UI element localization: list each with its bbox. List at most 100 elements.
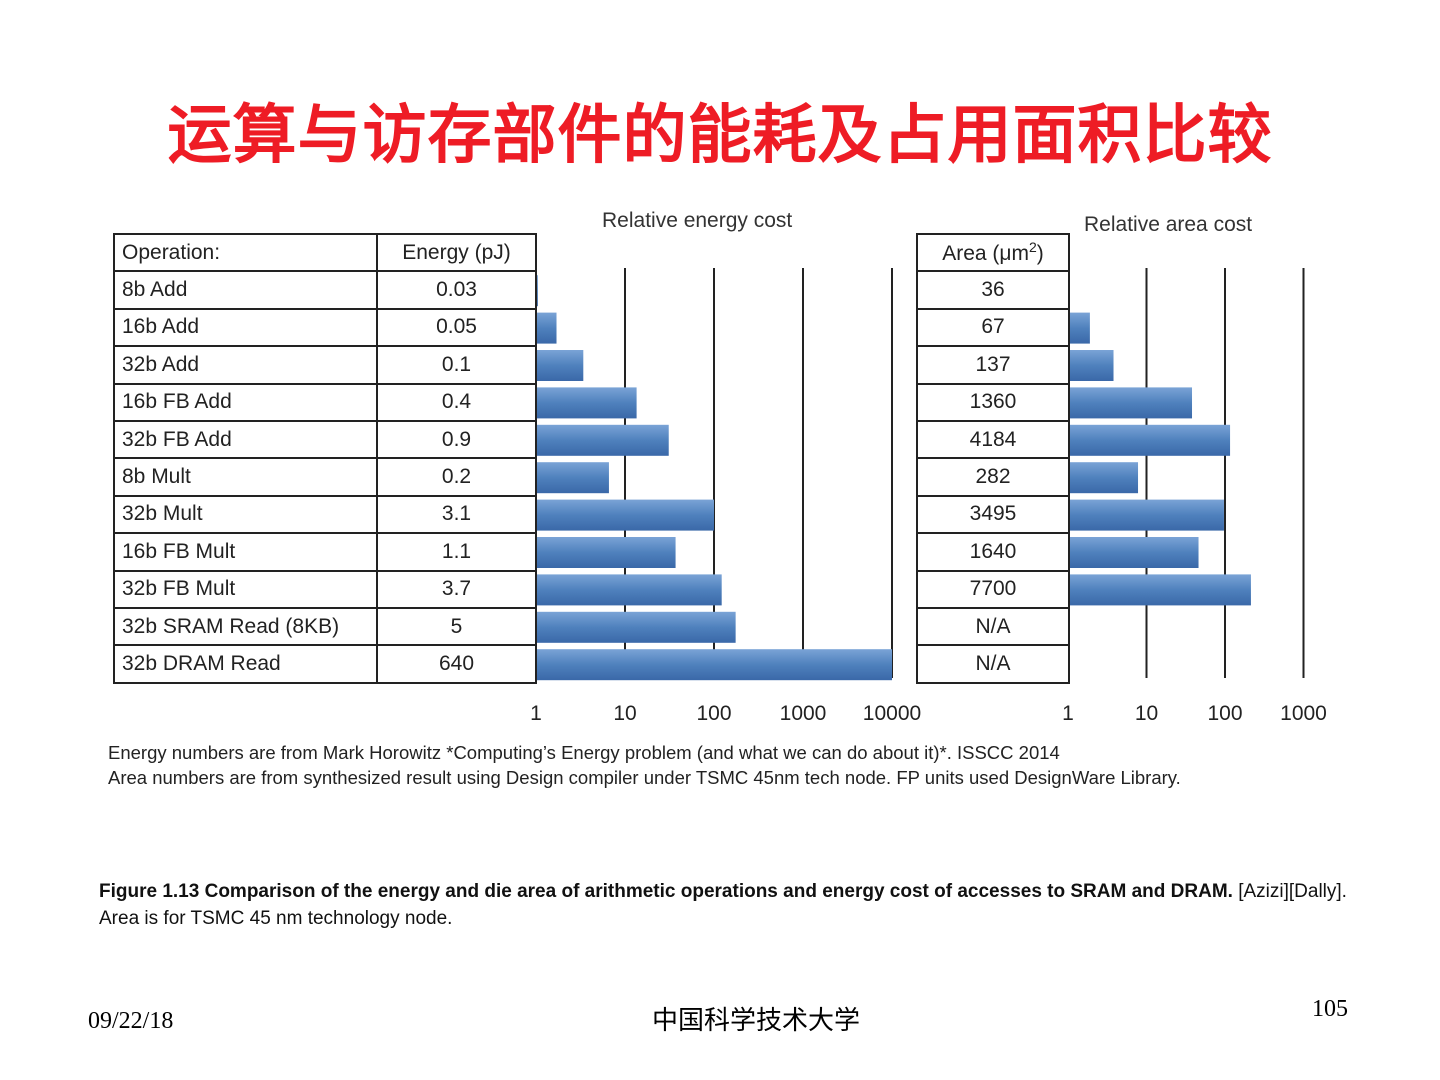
area-tick-label: 100 [1207, 702, 1242, 725]
energy-bar [536, 649, 892, 681]
energy-cell: 5 [376, 606, 537, 647]
energy-bar [536, 275, 538, 307]
area-tick-label: 1 [1062, 702, 1074, 725]
area-cell: 4184 [916, 419, 1070, 460]
energy-bar [536, 611, 736, 643]
operation-cell: 16b FB Mult [113, 532, 378, 572]
area-chart: 1 10 100 1000 [1062, 268, 1327, 725]
table-row: 1360 [916, 382, 1070, 422]
energy-bar [536, 537, 676, 568]
table-row: N/A [916, 644, 1070, 684]
area-bar [1068, 350, 1114, 381]
caption-normal: [Azizi][Dally]. Area is for TSMC 45 nm t… [99, 881, 1347, 929]
operation-cell: 32b FB Mult [113, 569, 378, 609]
area-bar [1068, 537, 1199, 568]
table-row: 32b FB Add 0.9 [113, 419, 537, 460]
area-bar [1068, 312, 1090, 344]
area-bar [1068, 499, 1224, 531]
energy-source-note: Energy numbers are from Mark Horowitz *C… [108, 742, 1060, 763]
area-header: Area (μm2) [916, 232, 1070, 273]
area-bar [1068, 424, 1231, 456]
table-row: 8b Add 0.03 [113, 270, 537, 310]
energy-bar [536, 350, 584, 381]
operation-cell: 32b DRAM Read [113, 644, 378, 684]
table-row: 4184 [916, 419, 1070, 460]
operation-cell: 32b Mult [113, 494, 378, 535]
area-source-note: Area numbers are from synthesized result… [108, 767, 1181, 788]
operation-cell: 32b FB Add [113, 419, 378, 460]
table-row: 32b SRAM Read (8KB) 5 [113, 606, 537, 647]
energy-cell: 0.9 [376, 419, 537, 460]
table-row: 32b Add 0.1 [113, 345, 537, 385]
table-row: N/A [916, 606, 1070, 647]
table-row: 32b Mult 3.1 [113, 494, 537, 535]
table-row: 16b Add 0.05 [113, 307, 537, 348]
energy-bar [536, 574, 722, 606]
operation-cell: 8b Mult [113, 457, 378, 497]
energy-bar [536, 424, 669, 456]
table-row: 16b FB Add 0.4 [113, 382, 537, 422]
energy-cell: 1.1 [376, 532, 537, 572]
area-cell: 36 [916, 270, 1070, 310]
energy-cell: 640 [376, 644, 537, 684]
energy-bar [536, 312, 557, 344]
operation-cell: 32b SRAM Read (8KB) [113, 606, 378, 647]
area-cell: 67 [916, 307, 1070, 348]
energy-tick-label: 10 [613, 702, 636, 725]
operation-cell: 8b Add [113, 270, 378, 310]
area-cell: 282 [916, 457, 1070, 497]
area-bar [1068, 387, 1193, 419]
energy-header: Energy (pJ) [376, 232, 537, 273]
table-row: 1640 [916, 532, 1070, 572]
energy-cell: 0.03 [376, 270, 537, 310]
energy-cell: 3.1 [376, 494, 537, 535]
energy-tick-label: 1000 [780, 702, 827, 725]
energy-tick-label: 100 [696, 702, 731, 725]
energy-cell: 0.4 [376, 382, 537, 422]
caption-bold: Figure 1.13 Comparison of the energy and… [99, 881, 1233, 902]
area-cell: 3495 [916, 494, 1070, 535]
area-table: Area (μm2) 36 67 137 1360 4184 282 3495 1640 770… [916, 232, 1070, 684]
table-row: 8b Mult 0.2 [113, 457, 537, 497]
table-row: 3495 [916, 494, 1070, 535]
energy-tick-label: 1 [530, 702, 542, 725]
page-number: 105 [1312, 996, 1348, 1022]
energy-chart: 1 10 100 1000 10000 [530, 268, 921, 725]
area-cell: 1640 [916, 532, 1070, 572]
energy-tick-label: 10000 [863, 702, 921, 725]
table-row: 32b DRAM Read 640 [113, 644, 537, 684]
operation-cell: 16b Add [113, 307, 378, 348]
table-row: 7700 [916, 569, 1070, 609]
table-row: 16b FB Mult 1.1 [113, 532, 537, 572]
operation-cell: 16b FB Add [113, 382, 378, 422]
area-bar [1068, 574, 1251, 606]
energy-bar [536, 462, 609, 494]
area-chart-title: Relative area cost [1084, 213, 1253, 236]
table-row: 36 [916, 270, 1070, 310]
table-row: 67 [916, 307, 1070, 348]
energy-chart-title: Relative energy cost [602, 209, 793, 232]
area-tick-label: 1000 [1280, 702, 1327, 725]
energy-cell: 0.2 [376, 457, 537, 497]
energy-table: Operation: Energy (pJ) 8b Add 0.03 16b Add… [113, 232, 537, 684]
energy-bar [536, 499, 714, 531]
operation-header: Operation: [113, 232, 378, 273]
table-row: 32b FB Mult 3.7 [113, 569, 537, 609]
slide-title: 运算与访存部件的能耗及占用面积比较 [167, 99, 1273, 173]
area-cell: N/A [916, 606, 1070, 647]
operation-cell: 32b Add [113, 345, 378, 385]
figure-caption: Figure 1.13 Comparison of the energy and… [99, 878, 1349, 932]
footer-date: 09/22/18 [88, 1008, 174, 1034]
area-cell: 7700 [916, 569, 1070, 609]
table-row: 137 [916, 345, 1070, 385]
area-bar [1068, 462, 1139, 494]
area-tick-label: 10 [1135, 702, 1158, 725]
energy-cell: 0.1 [376, 345, 537, 385]
table-row: 282 [916, 457, 1070, 497]
area-cell: N/A [916, 644, 1070, 684]
area-cell: 137 [916, 345, 1070, 385]
area-cell: 1360 [916, 382, 1070, 422]
energy-cell: 0.05 [376, 307, 537, 348]
energy-cell: 3.7 [376, 569, 537, 609]
